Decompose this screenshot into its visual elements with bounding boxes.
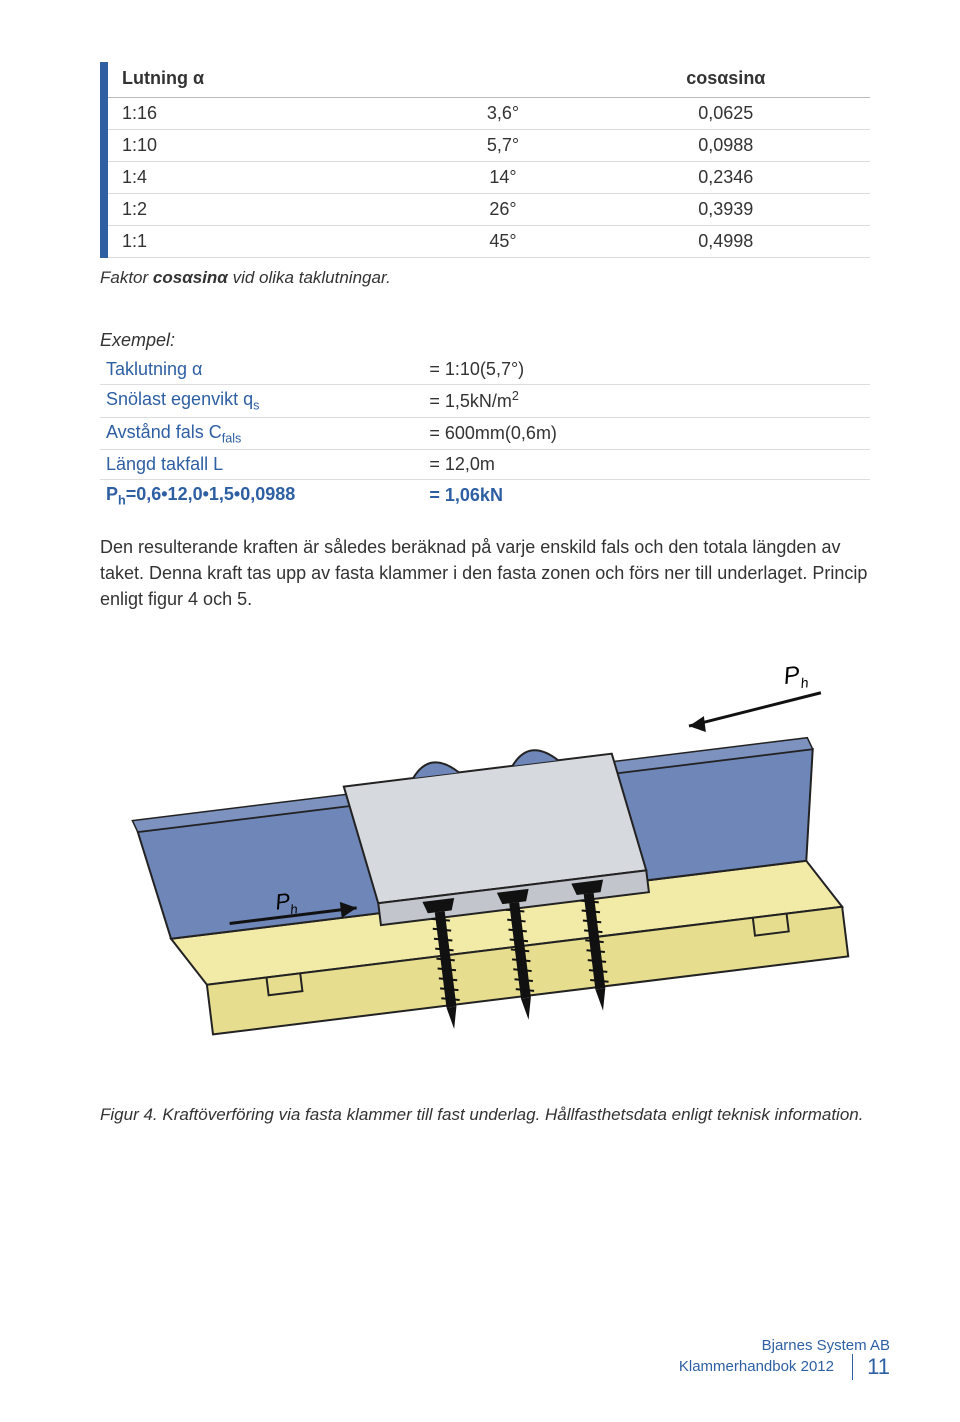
table-cell: 5,7° [424, 130, 581, 162]
table-cell: 0,0625 [582, 98, 870, 130]
th-col1: Lutning α [100, 60, 424, 98]
example-value: = 1,5kN/m2 [423, 385, 870, 418]
example-label: Avstånd fals Cfals [100, 417, 423, 450]
example-result-label: Ph=0,6•12,0•1,5•0,0988 [100, 480, 423, 512]
table-cell: 0,4998 [582, 226, 870, 258]
svg-text:h: h [800, 674, 810, 691]
factor-table: Lutning α cosαsinα 1:163,6°0,0625 1:105,7… [100, 60, 870, 258]
table-cell: 0,3939 [582, 194, 870, 226]
example-block: Exempel: Taklutning α= 1:10(5,7°)Snölast… [100, 330, 870, 512]
footer-line1: Bjarnes System AB [762, 1337, 890, 1354]
example-value: = 1:10(5,7°) [423, 355, 870, 385]
example-label: Snölast egenvikt qs [100, 385, 423, 418]
example-title: Exempel: [100, 330, 870, 351]
table-cell: 1:2 [100, 194, 424, 226]
th-col2 [424, 60, 581, 98]
table-cell: 1:4 [100, 162, 424, 194]
example-result-value: = 1,06kN [423, 480, 870, 512]
example-table: Taklutning α= 1:10(5,7°)Snölast egenvikt… [100, 355, 870, 512]
table-cell: 45° [424, 226, 581, 258]
figure-4: PhPh Figur 4. Kraftöverföring via fasta … [100, 640, 870, 1127]
table-cell: 0,2346 [582, 162, 870, 194]
table-cell: 0,0988 [582, 130, 870, 162]
figure-caption: Figur 4. Kraftöverföring via fasta klamm… [100, 1103, 870, 1127]
svg-text:P: P [782, 661, 801, 690]
th-col3: cosαsinα [582, 60, 870, 98]
example-value: = 600mm(0,6m) [423, 417, 870, 450]
table-cell: 1:16 [100, 98, 424, 130]
example-label: Längd takfall L [100, 450, 423, 480]
page-number: 11 [852, 1354, 890, 1380]
table-cell: 1:1 [100, 226, 424, 258]
table-cell: 26° [424, 194, 581, 226]
example-value: = 12,0m [423, 450, 870, 480]
figure-svg: PhPh [105, 640, 865, 1070]
example-label: Taklutning α [100, 355, 423, 385]
table1-caption: Faktor cosαsinα vid olika taklutningar. [100, 268, 870, 288]
table-cell: 3,6° [424, 98, 581, 130]
footer-line2: Klammerhandbok 2012 [679, 1358, 834, 1375]
table-cell: 1:10 [100, 130, 424, 162]
page-footer: Bjarnes System AB Klammerhandbok 2012 11 [679, 1337, 890, 1380]
body-paragraph: Den resulterande kraften är således berä… [100, 534, 870, 612]
table-cell: 14° [424, 162, 581, 194]
